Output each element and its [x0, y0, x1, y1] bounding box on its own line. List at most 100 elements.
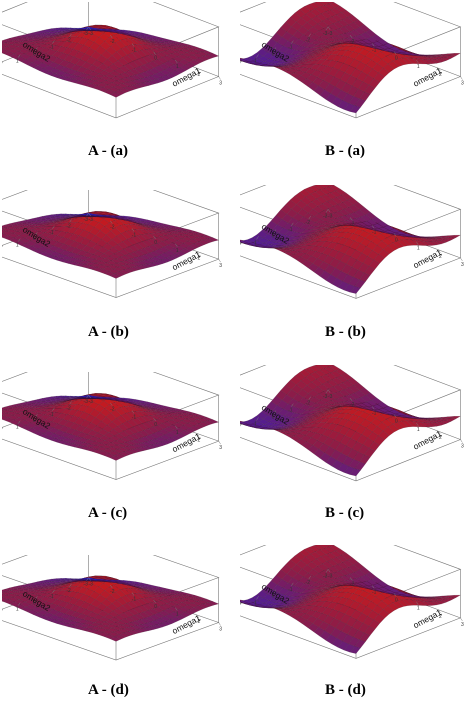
x-tick [175, 59, 178, 64]
x-tick [438, 68, 441, 72]
x-tick-label: 0 [154, 240, 157, 246]
x-tick [110, 220, 113, 224]
x-tick-label: 1 [417, 606, 420, 612]
y-tick [35, 596, 38, 600]
y-tick [273, 410, 277, 414]
x-tick [438, 431, 441, 435]
x-tick-label: 2 [198, 437, 201, 443]
x-tick [416, 601, 419, 605]
x-tick [349, 397, 353, 402]
caption-B-c: B - (c) [325, 505, 365, 521]
panel-B-b: -2-3-4-5-6log(f)-3-2-10123omega13210-1-2… [240, 185, 472, 320]
surface-plot: -2.5-3.0-3.5-4.0-4.5-5.0-5.5-6.0log(f)-3… [2, 190, 222, 298]
y-tick-label: 1 [16, 607, 19, 613]
y-tick [273, 589, 277, 593]
x-tick [110, 584, 113, 589]
x-tick [372, 43, 375, 47]
y-tick-label: -3 [323, 573, 328, 579]
y-tick-label: 1 [254, 600, 257, 606]
y-tick-label: 0 [33, 600, 36, 606]
x-tick [349, 217, 353, 221]
y-tick [325, 569, 329, 573]
x-tick-label: -2 [350, 221, 355, 227]
x-tick [327, 389, 331, 393]
y-tick [273, 47, 277, 51]
x-tick-label: -2 [110, 407, 115, 413]
x-tick [327, 26, 331, 30]
y-tick [291, 40, 294, 44]
x-tick-label: 3 [461, 81, 464, 87]
surface-plot: -3.0-3.5-4.0-4.5-5.0-5.5-6.0log(f)-3-2-1… [2, 555, 222, 661]
caption-A-c: A - (c) [88, 505, 128, 521]
x-tick-label: 3 [461, 622, 464, 628]
y-tick-label: 0 [272, 415, 275, 421]
x-tick-label: -3 [88, 31, 93, 37]
x-tick-label: 1 [417, 64, 420, 70]
y-tick [86, 394, 89, 399]
surface-plot: -2-3-4-5-6log(f)-3-2-10123omega13210-1-2… [240, 545, 464, 659]
surface-plot: -2-3-4-5-6log(f)-3-2-10123omega13210-1-2… [240, 185, 464, 299]
x-tick [460, 617, 463, 622]
x-tick-label: 3 [219, 81, 222, 87]
x-tick-label: -2 [350, 39, 355, 45]
y-tick-label: -2 [306, 401, 311, 407]
x-tick-label: 3 [219, 263, 222, 269]
x-tick [175, 243, 178, 247]
x-tick-label: -2 [350, 402, 355, 408]
y-tick [52, 407, 55, 411]
x-tick [218, 622, 221, 626]
y-tick [240, 242, 242, 246]
x-tick-label: -3 [328, 573, 333, 579]
y-tick-label: 0 [272, 594, 275, 600]
y-tick [325, 389, 329, 393]
x-tick-label: 3 [219, 445, 222, 451]
y-tick [69, 33, 72, 37]
x-tick-label: 2 [439, 435, 442, 441]
y-tick-label: -2 [66, 38, 71, 44]
x-tick [460, 257, 463, 262]
panel-B-d: -2-3-4-5-6log(f)-3-2-10123omega13210-1-2… [240, 545, 472, 680]
y-tick-label: 1 [16, 243, 19, 249]
y-tick-label: -3 [323, 213, 328, 219]
x-tick-label: 0 [395, 598, 398, 604]
y-tick [240, 602, 242, 606]
y-tick-label: 1 [254, 240, 257, 246]
y-tick [256, 417, 259, 421]
y-tick-label: -1 [288, 408, 293, 414]
x-tick-label: 3 [219, 627, 222, 633]
y-tick-label: -1 [49, 230, 54, 236]
y-tick [325, 26, 329, 30]
x-tick [394, 233, 397, 237]
x-tick [394, 414, 397, 418]
x-tick-label: 1 [176, 612, 179, 618]
x-tick [460, 439, 463, 443]
x-tick-label: -1 [132, 232, 137, 238]
x-tick [327, 209, 331, 213]
y-tick-label: -1 [288, 227, 293, 233]
y-tick-label: -3 [83, 582, 88, 588]
y-tick [256, 236, 259, 240]
y-tick [18, 420, 21, 424]
x-tick-label: -3 [88, 217, 93, 223]
y-tick [308, 215, 311, 220]
y-tick [291, 582, 294, 586]
surface-mesh [240, 185, 461, 294]
x-tick-label: 2 [439, 614, 442, 620]
x-tick-label: 0 [395, 419, 398, 425]
surface-plot: -2.5-3.0-3.5-4.0-4.5-5.0-5.5log(f)-3-2-1… [2, 2, 222, 119]
x-tick [372, 406, 375, 410]
y-tick [2, 244, 4, 248]
y-tick [35, 232, 38, 236]
panel-B-a: -2-3-4-5-6log(f)-3-2-10123omega13210-1-2… [240, 2, 472, 140]
x-tick [153, 599, 156, 604]
y-tick-label: -3 [323, 31, 328, 37]
x-tick [131, 592, 135, 596]
y-tick [52, 40, 55, 44]
y-tick [240, 424, 242, 427]
y-tick [18, 238, 21, 242]
x-tick [196, 68, 200, 72]
x-tick-label: 1 [417, 246, 420, 252]
y-tick-label: 1 [16, 58, 19, 64]
x-tick-label: -3 [328, 213, 333, 219]
y-tick [52, 589, 55, 594]
